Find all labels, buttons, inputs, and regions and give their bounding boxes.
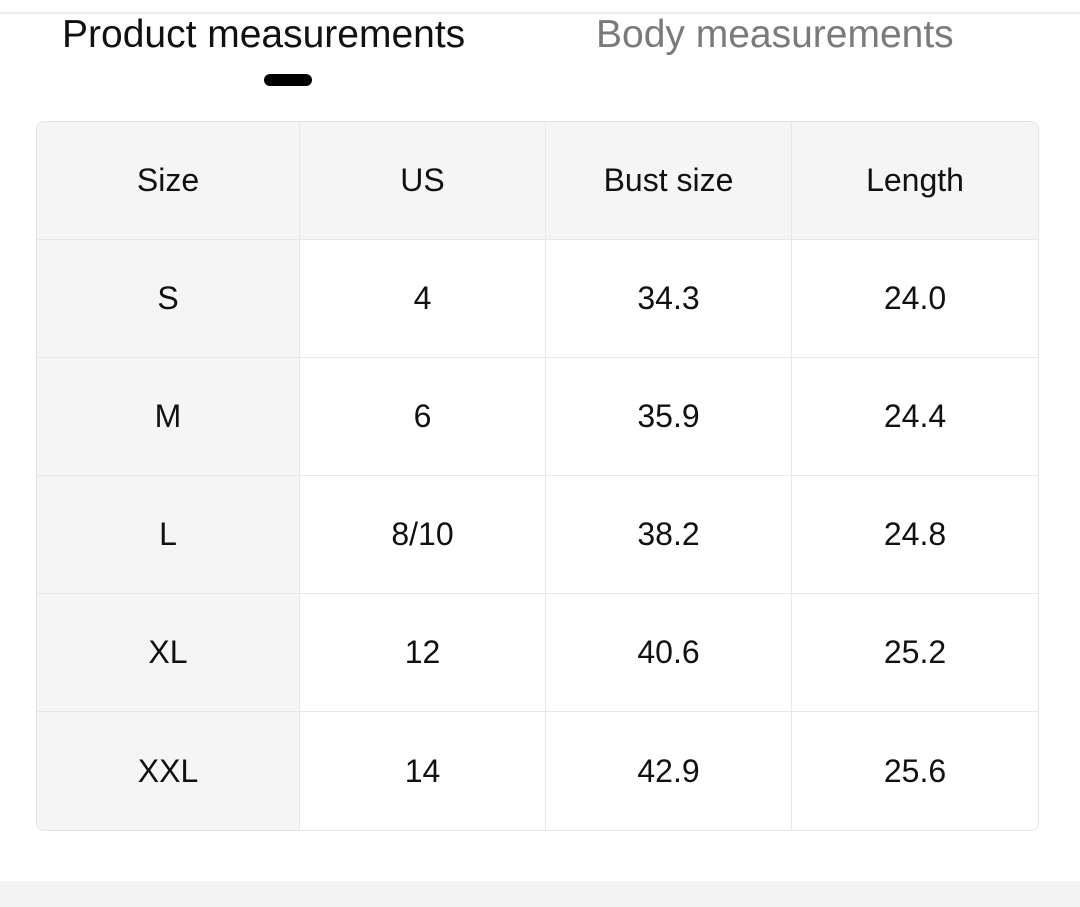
cell-length: 25.6 (883, 752, 947, 789)
header-length: Length (792, 122, 1038, 240)
cell-bust-size: 38.2 (546, 476, 792, 594)
cell-size: L (37, 476, 300, 594)
table-row: XL 12 40.6 25.2 (37, 594, 1038, 712)
cell-us: 14 (300, 712, 546, 830)
cell-size: XXL (37, 712, 300, 830)
header-us: US (300, 122, 546, 240)
active-tab-indicator (264, 74, 312, 86)
top-divider (0, 12, 1080, 14)
table-row: M 6 35.9 24.4 (37, 358, 1038, 476)
cell-us: 8/10 (300, 476, 546, 594)
bottom-section (0, 881, 1080, 907)
table-row: L 8/10 38.2 24.8 (37, 476, 1038, 594)
cell-bust-size: 40.6 (546, 594, 792, 712)
tab-product-measurements[interactable]: Product measurements (62, 13, 466, 56)
table-row: S 4 34.3 24.0 (37, 240, 1038, 358)
cell-size: M (37, 358, 300, 476)
table-header-row: Size US Bust size Length (37, 122, 1038, 240)
size-chart-table: Size US Bust size Length S 4 34.3 24.0 M 6 35.… (36, 121, 1039, 831)
cell-bust-size: 35.9 (546, 358, 792, 476)
header-size: Size (37, 122, 300, 240)
tab-body-measurements[interactable]: Body measurements (596, 13, 954, 56)
cell-length: 24.4 (792, 358, 1038, 476)
cell-us: 12 (300, 594, 546, 712)
cell-bust-size: 42.9 (546, 712, 792, 830)
cell-length: 25.2 (792, 594, 1038, 712)
cell-bust-size: 34.3 (546, 240, 792, 358)
cell-length: 24.0 (792, 240, 1038, 358)
cell-length: 24.8 (792, 476, 1038, 594)
cell-size: XL (37, 594, 300, 712)
header-bust-size: Bust size (546, 122, 792, 240)
cell-us: 6 (300, 358, 546, 476)
cell-size: S (37, 240, 300, 358)
cell-us: 4 (300, 240, 546, 358)
table-row: XXL 14 42.9 25.6 (37, 712, 1038, 830)
